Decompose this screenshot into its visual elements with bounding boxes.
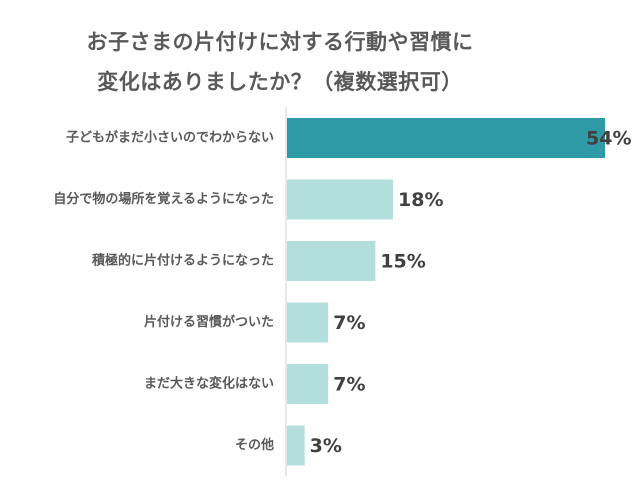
value-label: 3% xyxy=(310,435,342,457)
chart-title-line-2: 変化はありましたか？（複数選択可） xyxy=(97,70,463,94)
chart-title-line-1: お子さまの片付けに対する行動や習慣に xyxy=(86,30,474,54)
value-label: 15% xyxy=(380,251,425,273)
category-label: その他 xyxy=(235,437,274,453)
bar xyxy=(287,364,329,404)
category-label: 片付ける習慣がついた xyxy=(144,314,274,330)
bar xyxy=(287,241,376,281)
category-label: 自分で物の場所を覚えるようになった xyxy=(53,191,274,207)
category-label: まだ大きな変化はない xyxy=(144,376,274,392)
category-label: 子どもがまだ小さいのでわからない xyxy=(66,130,274,146)
chart-title: お子さまの片付けに対する行動や習慣に 変化はありましたか？（複数選択可） xyxy=(0,22,560,102)
value-label: 18% xyxy=(398,189,443,211)
bar xyxy=(287,118,605,158)
value-label: 54% xyxy=(586,128,631,150)
bars-group: 子どもがまだ小さいのでわからない 54% 自分で物の場所を覚えるようになった 18% 積… xyxy=(53,118,631,466)
value-label: 7% xyxy=(333,312,365,334)
bar xyxy=(287,302,329,343)
value-label: 7% xyxy=(333,374,365,396)
bar xyxy=(287,425,305,466)
bar xyxy=(287,179,393,220)
category-label: 積極的に片付けるようになった xyxy=(91,253,274,269)
